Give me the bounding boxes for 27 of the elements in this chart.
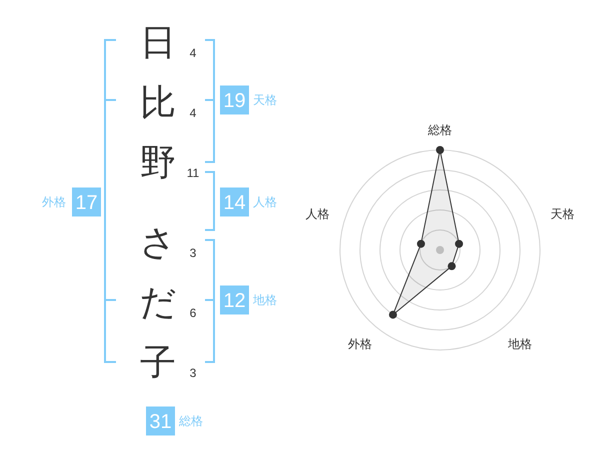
text: 地格 [252,293,277,307]
text: 12 [223,290,246,312]
text: 総格 [178,414,203,428]
data-label: 6 [190,306,197,320]
text: 人格 [253,195,277,209]
category-label: 野 [140,142,176,182]
text: 14 [223,192,246,214]
data-label: 11 [186,166,200,180]
data-label: 3 [190,366,197,380]
text: 19 [223,90,246,112]
category-label: 比 [140,82,176,122]
data-label: 4 [190,46,197,60]
text: 31 [149,411,172,433]
text: 17 [75,192,98,214]
text: 天格 [253,93,277,107]
category-label: だ [140,282,176,322]
spoke-label: 総格 [427,123,452,137]
category-label: 日 [140,22,176,62]
spoke-label: 天格 [550,207,574,222]
category-label: 子 [140,342,176,382]
category-label: さ [140,222,176,262]
text: 外格 [42,195,66,209]
data-label: 3 [190,246,197,260]
spoke-label: 地格 [507,336,532,351]
spoke-label: 外格 [348,336,372,351]
spoke-label: 人格 [306,207,330,222]
data-label: 4 [190,106,197,120]
